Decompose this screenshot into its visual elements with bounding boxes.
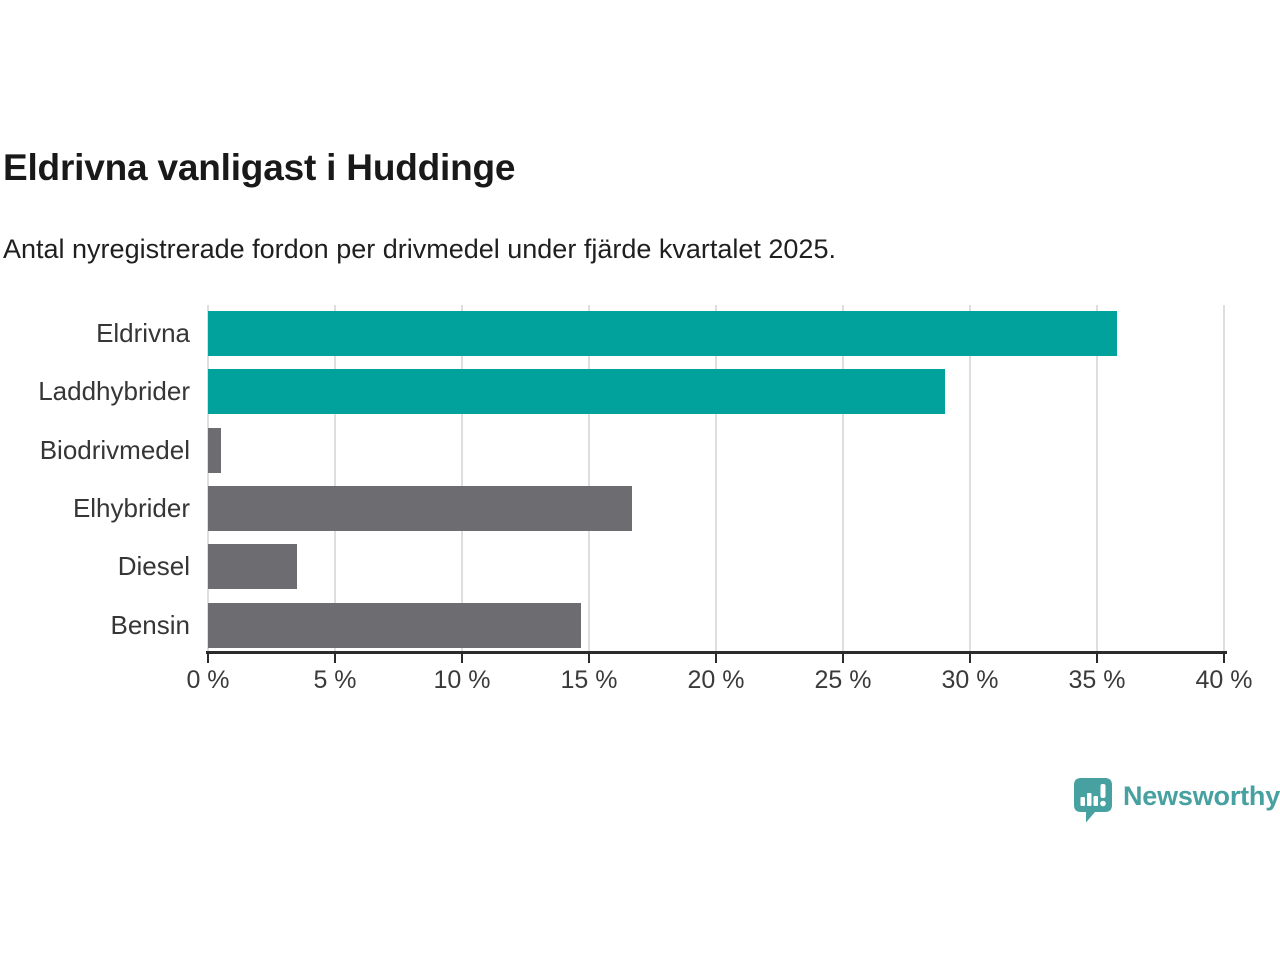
x-tick-5: [334, 654, 336, 663]
gridline-35: [1096, 305, 1098, 652]
plot-area: [207, 305, 1225, 652]
bar-bensin: [208, 602, 582, 648]
x-tick-35: [1096, 654, 1098, 663]
x-tick-label-15: 15 %: [560, 666, 618, 694]
category-label-diesel: Diesel: [117, 551, 190, 582]
gridline-20: [715, 305, 717, 652]
category-label-laddhybrider: Laddhybrider: [38, 376, 190, 407]
x-tick-label-40: 40 %: [1195, 666, 1253, 694]
category-label-biodrivmedel: Biodrivmedel: [39, 434, 190, 465]
x-tick-label-10: 10 %: [433, 666, 491, 694]
gridline-30: [969, 305, 971, 652]
bar-biodrivmedel: [208, 427, 221, 473]
x-tick-label-5: 5 %: [313, 666, 357, 694]
x-tick-label-35: 35 %: [1068, 666, 1126, 694]
x-tick-15: [588, 654, 590, 663]
bar-diesel: [208, 544, 297, 590]
chart-title: Eldrivna vanligast i Huddinge: [3, 147, 516, 188]
x-tick-30: [969, 654, 971, 663]
category-label-elhybrider: Elhybrider: [72, 492, 190, 523]
x-tick-label-30: 30 %: [941, 666, 999, 694]
gridline-40: [1223, 305, 1225, 652]
x-tick-10: [461, 654, 463, 663]
x-tick-0: [207, 654, 209, 663]
x-tick-20: [715, 654, 717, 663]
gridline-25: [842, 305, 844, 652]
gridline-10: [461, 305, 463, 652]
gridline-15: [588, 305, 590, 652]
x-axis-line: [206, 651, 1227, 654]
x-tick-label-25: 25 %: [814, 666, 872, 694]
bar-elhybrider: [208, 485, 633, 531]
category-label-bensin: Bensin: [110, 609, 191, 640]
newsworthy-logo-text: Newsworthy: [1123, 781, 1280, 811]
x-tick-25: [842, 654, 844, 663]
gridline-5: [334, 305, 336, 652]
x-tick-label-0: 0 %: [186, 666, 230, 694]
category-label-eldrivna: Eldrivna: [96, 318, 190, 348]
bar-laddhybrider: [208, 369, 945, 415]
chart-subtitle: Antal nyregistrerade fordon per drivmede…: [3, 234, 836, 264]
x-tick-40: [1223, 654, 1225, 663]
bar-eldrivna: [208, 311, 1118, 356]
x-tick-label-20: 20 %: [687, 666, 745, 694]
branding: Newsworthy: [1073, 777, 1280, 823]
category-axis-labels: Eldrivna Laddhybrider Biodrivmedel Elhybrid…: [0, 305, 190, 652]
newsworthy-logo-icon: [1074, 778, 1112, 823]
gridline-0: [207, 305, 209, 652]
